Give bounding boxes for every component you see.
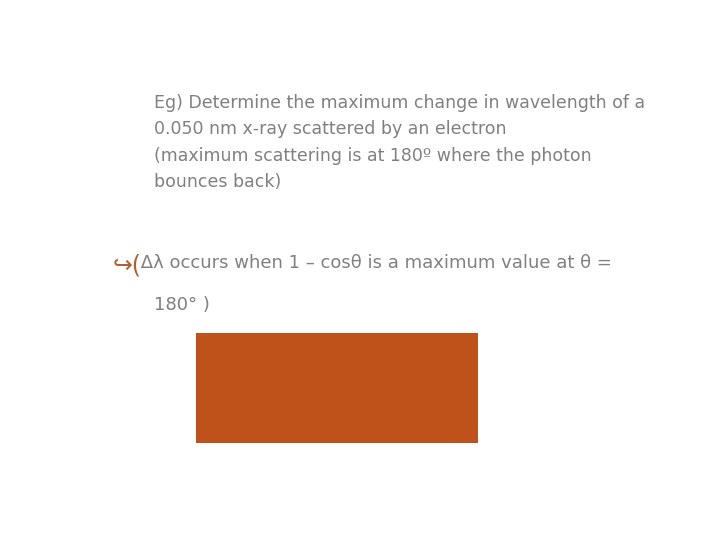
Text: 180° ): 180° ) — [154, 295, 210, 314]
Text: ↪(: ↪( — [112, 254, 141, 278]
Bar — [196, 333, 478, 443]
FancyBboxPatch shape — [81, 58, 657, 487]
Text: Eg) Determine the maximum change in wavelength of a
0.050 nm x-ray scattered by : Eg) Determine the maximum change in wave… — [154, 94, 645, 191]
Text: Δλ occurs when 1 – cosθ is a maximum value at θ =: Δλ occurs when 1 – cosθ is a maximum val… — [135, 254, 611, 272]
